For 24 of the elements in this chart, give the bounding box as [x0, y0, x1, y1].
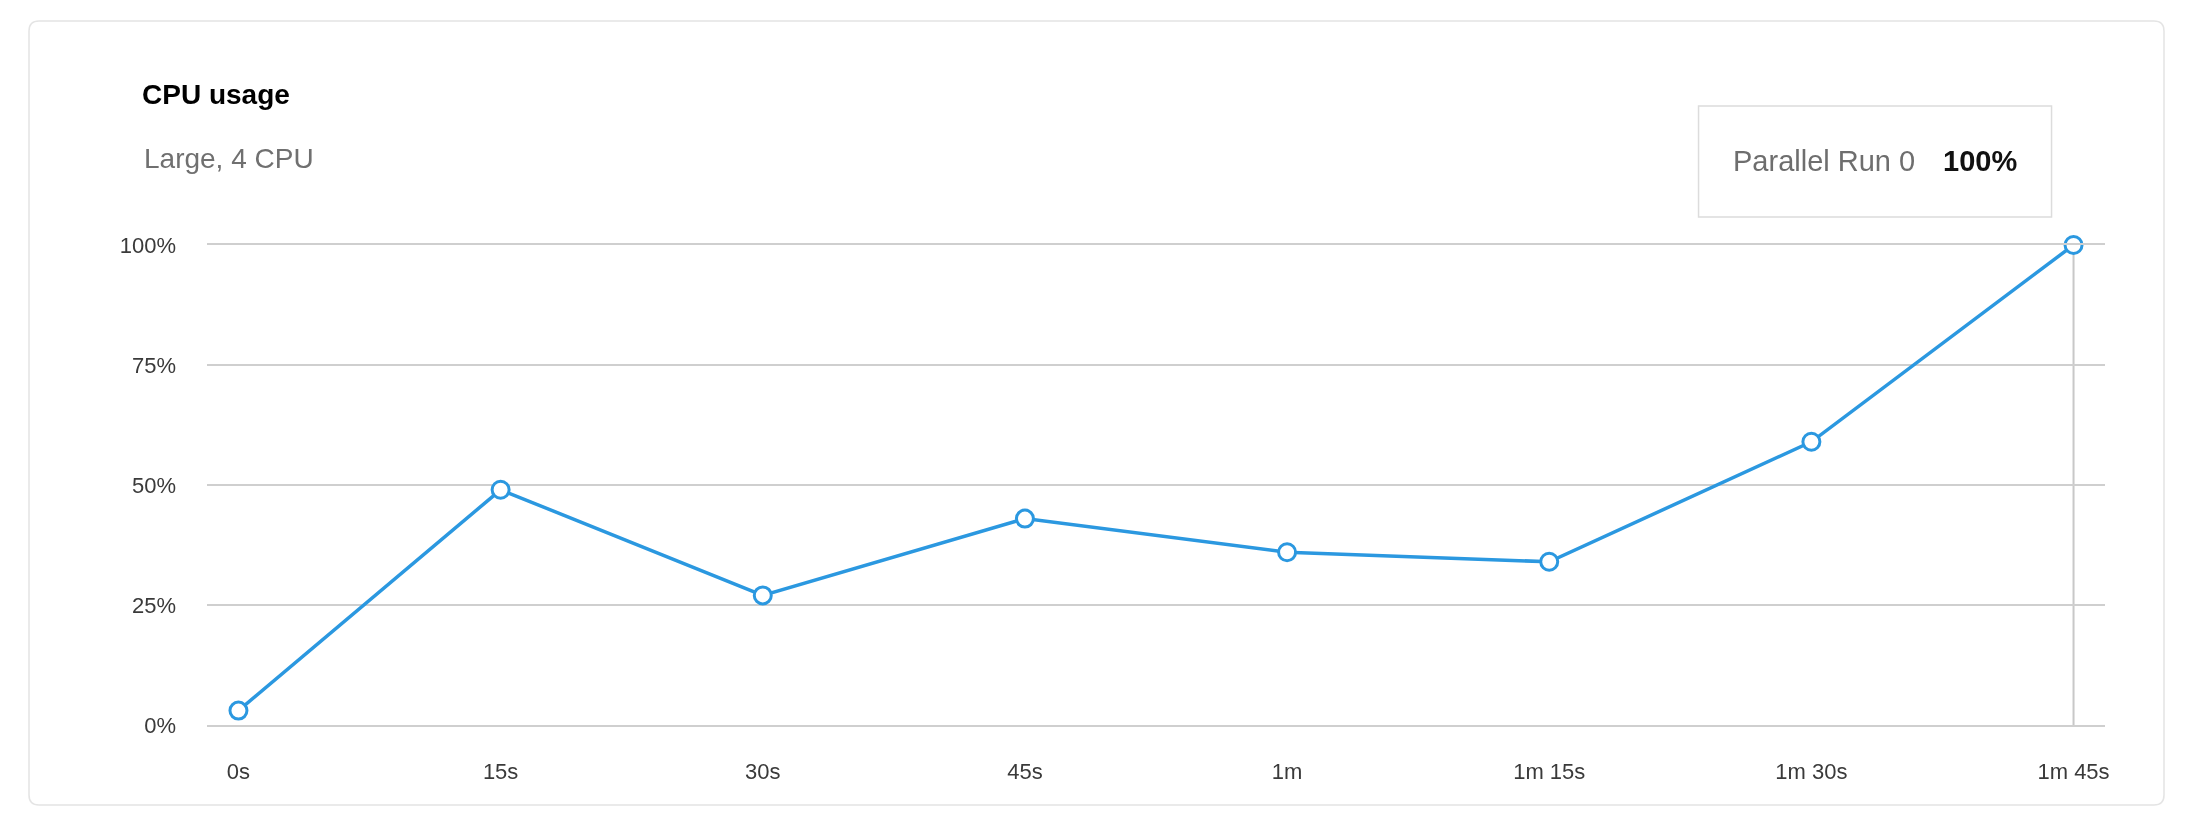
x-tick-label: 1m 15s	[1513, 759, 1586, 785]
y-tick-label: 25%	[131, 592, 176, 618]
text: Parallel Run 0	[1733, 145, 1916, 177]
point	[490, 479, 511, 500]
point	[1801, 431, 1822, 452]
y-tick-label: 50%	[131, 472, 176, 498]
y-tick-label: 0%	[144, 712, 176, 738]
x-tick-label: 1m	[1271, 759, 1303, 785]
x-tick-label: 0s	[226, 759, 251, 785]
point	[1014, 508, 1035, 529]
x-tick-label: 30s	[745, 759, 781, 785]
point	[1277, 542, 1298, 563]
point	[228, 700, 249, 721]
x-tick-label: 1m 45s	[2037, 759, 2110, 785]
point	[752, 585, 773, 606]
y-tick-label: 100%	[119, 232, 176, 258]
chart-subtitle: Large, 4 CPU	[144, 143, 314, 174]
x-tick-label: 1m 30s	[1775, 759, 1848, 785]
point	[1539, 551, 1560, 572]
text: 100%	[1943, 145, 2018, 177]
y-tick-label: 75%	[131, 352, 176, 378]
x-tick-label: 45s	[1007, 759, 1043, 785]
x-tick-label: 15s	[482, 759, 519, 785]
chart-title: CPU usage	[142, 78, 290, 110]
